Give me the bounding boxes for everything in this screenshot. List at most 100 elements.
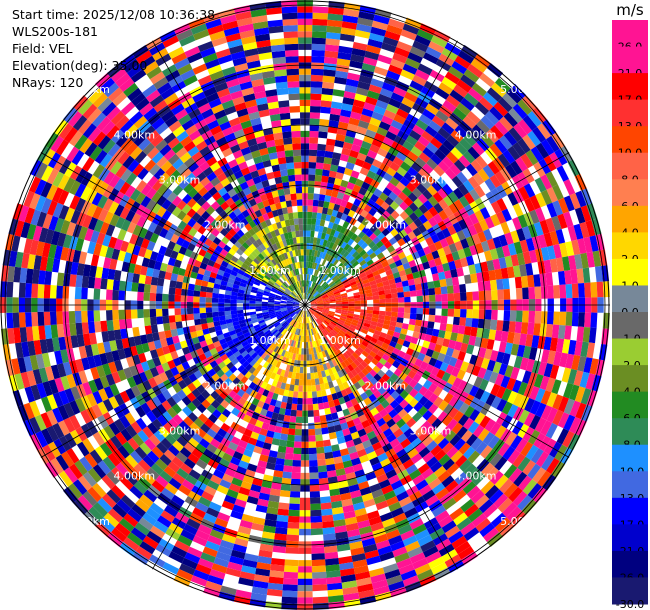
range-gate xyxy=(417,193,428,204)
range-gate xyxy=(151,480,165,493)
range-gate xyxy=(263,248,270,256)
range-gate xyxy=(339,255,346,263)
range-gate xyxy=(390,58,405,70)
range-gate xyxy=(502,502,518,518)
range-gate xyxy=(468,335,477,346)
range-gate xyxy=(414,69,430,81)
range-gate xyxy=(205,312,213,318)
range-gate xyxy=(195,347,204,356)
range-gate xyxy=(197,335,206,343)
range-gate xyxy=(345,317,353,322)
range-gate xyxy=(542,119,557,136)
range-gate xyxy=(345,215,353,224)
range-gate xyxy=(274,297,281,301)
range-gate xyxy=(562,430,575,448)
range-gate xyxy=(364,388,374,398)
range-gate xyxy=(396,264,405,272)
range-gate xyxy=(66,348,76,362)
range-gate xyxy=(92,390,103,405)
range-gate xyxy=(563,179,576,196)
range-gate xyxy=(358,480,370,490)
range-gate xyxy=(340,574,356,583)
range-gate xyxy=(333,519,346,528)
range-gate xyxy=(281,295,288,299)
range-gate xyxy=(527,483,542,499)
range-gate xyxy=(274,322,281,328)
range-gate xyxy=(41,352,51,368)
range-gate xyxy=(315,218,321,226)
range-gate xyxy=(311,304,318,305)
range-gate xyxy=(496,398,508,412)
range-gate xyxy=(228,483,241,493)
range-gate xyxy=(556,165,569,182)
range-gate xyxy=(320,232,327,240)
range-gate xyxy=(221,276,229,283)
range-gate xyxy=(93,219,104,233)
range-gate xyxy=(401,280,409,287)
range-gate xyxy=(374,248,382,256)
range-gate xyxy=(453,159,466,172)
range-gate xyxy=(435,110,449,123)
range-gate xyxy=(422,379,433,390)
range-gate xyxy=(260,343,267,350)
range-gate xyxy=(350,397,359,406)
range-gate xyxy=(245,256,254,264)
range-gate xyxy=(12,203,24,221)
range-gate xyxy=(149,308,157,318)
range-gate xyxy=(113,269,122,281)
range-gate xyxy=(422,261,431,270)
range-gate xyxy=(409,80,424,92)
range-gate xyxy=(551,132,566,149)
range-gate xyxy=(434,257,443,267)
range-gate xyxy=(395,322,403,329)
range-gate xyxy=(57,189,70,205)
range-gate xyxy=(248,489,260,499)
range-gate xyxy=(343,8,360,18)
range-gate xyxy=(407,166,419,178)
range-gate xyxy=(479,415,491,429)
range-gate xyxy=(287,299,294,303)
range-gate xyxy=(238,140,249,150)
range-gate xyxy=(223,244,232,253)
range-gate xyxy=(233,393,242,403)
range-gate xyxy=(201,380,211,390)
range-gate xyxy=(92,502,108,518)
range-gate xyxy=(348,308,355,312)
range-gate xyxy=(283,389,290,397)
range-gate xyxy=(219,479,232,489)
range-gate xyxy=(459,138,472,151)
range-gate xyxy=(196,273,204,281)
range-gate xyxy=(507,404,519,418)
range-gate xyxy=(466,255,475,266)
range-gate xyxy=(130,69,147,83)
range-gate xyxy=(419,23,437,36)
range-gate xyxy=(261,531,275,540)
range-gate xyxy=(267,305,275,308)
range-gate xyxy=(373,373,382,382)
range-gate xyxy=(580,388,592,405)
range-gate xyxy=(322,81,335,90)
range-gate xyxy=(274,308,281,311)
range-gate xyxy=(150,324,159,334)
range-gate xyxy=(280,483,291,492)
range-gate xyxy=(209,271,218,279)
range-gate xyxy=(179,152,192,164)
range-gate xyxy=(282,312,289,316)
range-gate xyxy=(392,331,401,339)
range-gate xyxy=(412,40,429,53)
range-gate xyxy=(171,456,184,468)
range-gate xyxy=(237,269,245,276)
range-gate xyxy=(100,320,108,332)
range-gate xyxy=(360,531,374,541)
range-gate xyxy=(373,274,382,281)
range-gate xyxy=(293,282,298,289)
range-gate xyxy=(309,143,318,150)
range-gate xyxy=(340,241,348,249)
range-gate xyxy=(306,293,310,300)
range-gate xyxy=(175,281,183,289)
range-gate xyxy=(426,456,439,468)
range-gate xyxy=(129,485,144,499)
range-gate xyxy=(563,211,574,228)
range-gate xyxy=(482,328,490,339)
range-gate xyxy=(419,346,429,355)
